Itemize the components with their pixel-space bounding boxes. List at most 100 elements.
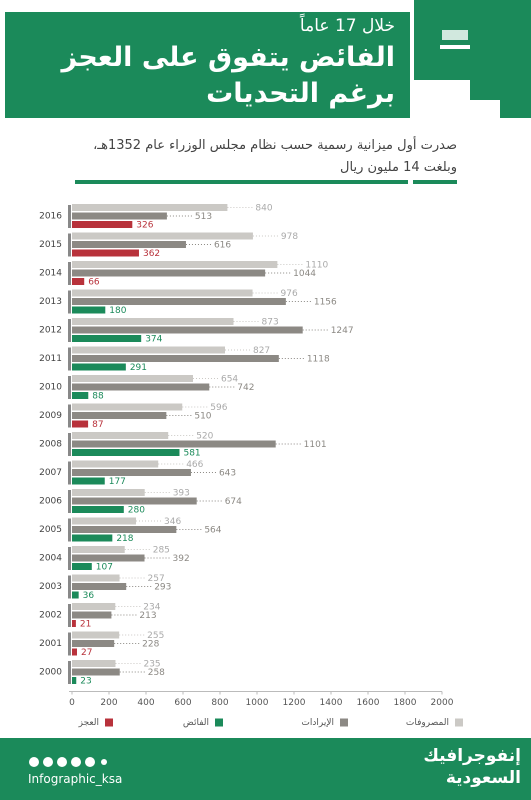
- legend-label: الفائض: [183, 718, 209, 728]
- bar: [72, 383, 210, 391]
- bar: [72, 554, 145, 562]
- logo: إنفوجرافيك: [423, 746, 521, 766]
- value-label: 255: [147, 631, 164, 641]
- bar: [72, 306, 106, 314]
- bar: [72, 603, 116, 610]
- value-label: 235: [143, 660, 160, 670]
- x-tick-label: 1200: [283, 698, 306, 708]
- y-tick-label: 2015: [39, 240, 62, 250]
- y-tick-label: 2001: [39, 639, 62, 649]
- x-tick-label: 1400: [320, 698, 343, 708]
- value-label: 520: [196, 432, 213, 442]
- divider: [413, 180, 457, 184]
- legend-swatch: [340, 718, 348, 727]
- bar: [72, 261, 278, 268]
- value-label: 258: [148, 668, 165, 678]
- flag-sword: [440, 45, 470, 49]
- value-label: 1044: [293, 269, 316, 279]
- y-tick-label: 2014: [39, 269, 62, 279]
- value-label: 88: [92, 392, 104, 402]
- social-icons: [29, 757, 107, 767]
- title: الفائض يتفوق على العجز: [61, 42, 395, 73]
- value-label: 654: [221, 375, 238, 385]
- y-tick-label: 2009: [39, 411, 62, 421]
- value-label: 674: [225, 497, 242, 507]
- value-label: 280: [128, 506, 145, 516]
- bar: [72, 278, 85, 285]
- bar: [72, 677, 77, 684]
- y-tick-label: 2003: [39, 582, 62, 592]
- bar: [72, 249, 139, 257]
- value-label: 23: [80, 677, 91, 687]
- year-marker: [68, 290, 71, 314]
- value-label: 466: [186, 460, 203, 470]
- y-tick-label: 2002: [39, 611, 62, 621]
- year-marker: [68, 661, 71, 684]
- bar: [72, 668, 120, 676]
- x-tick-label: 600: [174, 698, 191, 708]
- bar: [72, 335, 142, 342]
- bar: [72, 318, 234, 325]
- year-marker: [68, 347, 71, 371]
- year-marker: [68, 547, 71, 570]
- logo: السعودية: [445, 768, 521, 788]
- bar: [72, 269, 266, 277]
- handle: Infographic_ksa: [28, 772, 123, 786]
- bar: [72, 449, 180, 456]
- value-label: 180: [109, 306, 126, 316]
- bar: [72, 420, 89, 428]
- bar: [72, 232, 253, 240]
- value-label: 393: [173, 489, 190, 499]
- y-tick-label: 2007: [39, 468, 62, 478]
- x-tick-label: 1800: [394, 698, 417, 708]
- x-tick-label: 400: [137, 698, 154, 708]
- bar: [72, 460, 159, 468]
- year-marker: [68, 604, 71, 627]
- legend-swatch: [455, 718, 463, 727]
- value-label: 564: [204, 526, 221, 536]
- bar: [72, 611, 112, 619]
- value-label: 27: [81, 648, 92, 658]
- bar: [72, 241, 186, 248]
- bar: [72, 497, 197, 505]
- value-label: 257: [148, 574, 165, 584]
- value-label: 374: [145, 335, 162, 345]
- bar: [72, 212, 167, 220]
- bar: [72, 660, 116, 667]
- value-label: 873: [262, 318, 279, 328]
- y-tick-label: 2006: [39, 497, 62, 507]
- year-marker: [68, 262, 71, 285]
- flag: [414, 0, 531, 118]
- year-marker: [68, 461, 71, 485]
- bar: [72, 534, 113, 542]
- value-label: 596: [210, 403, 227, 413]
- value-label: 234: [143, 603, 160, 613]
- footer: [0, 738, 531, 800]
- y-tick-label: 2005: [39, 525, 62, 535]
- value-label: 177: [109, 477, 126, 487]
- value-label: 362: [143, 249, 160, 259]
- year-marker: [68, 490, 71, 513]
- bar: [72, 375, 193, 382]
- bar: [72, 326, 303, 334]
- value-label: 1247: [331, 326, 354, 336]
- bar: [72, 591, 79, 599]
- value-label: 827: [253, 346, 270, 356]
- bar: [72, 298, 286, 305]
- y-tick-label: 2016: [39, 212, 62, 222]
- bar: [72, 363, 126, 371]
- year-marker: [68, 205, 71, 228]
- bar: [72, 631, 120, 639]
- value-label: 107: [96, 563, 113, 573]
- y-tick-label: 2013: [39, 297, 62, 307]
- bar: [72, 477, 105, 485]
- x-tick-label: 0: [69, 698, 75, 708]
- value-label: 840: [255, 204, 272, 214]
- year-marker: [68, 575, 71, 599]
- legend-label: العجز: [78, 718, 99, 728]
- bar: [72, 563, 92, 570]
- bar: [72, 355, 279, 362]
- value-label: 978: [281, 232, 298, 242]
- x-tick-label: 800: [211, 698, 228, 708]
- value-label: 87: [92, 420, 103, 430]
